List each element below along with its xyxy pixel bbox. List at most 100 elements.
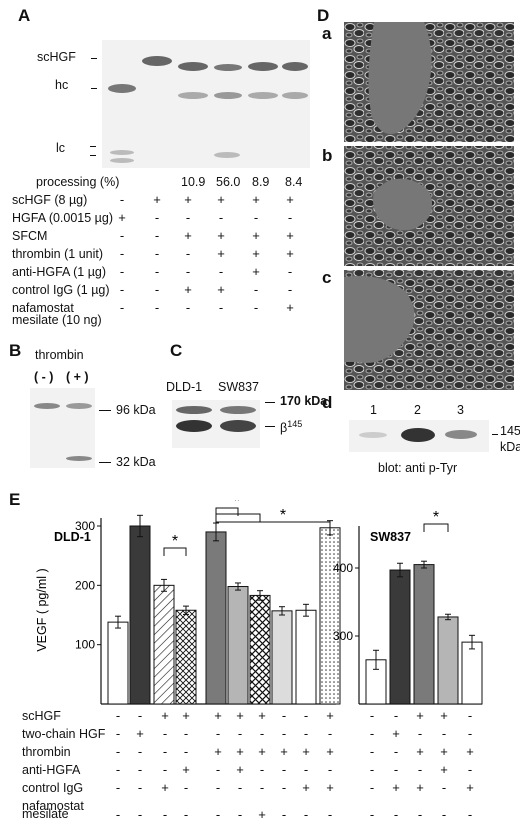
- lane-label: DLD-1: [166, 380, 203, 394]
- treatment-sign: +: [161, 708, 169, 723]
- treatment-sign: -: [215, 780, 221, 795]
- treatment-sign: +: [252, 264, 260, 279]
- bar: [437, 616, 459, 705]
- marker-tick: [91, 58, 97, 59]
- treatment-sign: +: [286, 192, 294, 207]
- y-tick-label: 100: [75, 638, 95, 652]
- gel-band: [110, 158, 134, 163]
- treatment-sign: -: [115, 807, 121, 822]
- marker-label: 170 kDa: [280, 394, 328, 408]
- treatment-sign: -: [119, 300, 125, 315]
- treatment-label: control IgG (1 µg): [12, 283, 110, 297]
- panel-d-sublabel: a: [322, 24, 332, 43]
- treatment-sign: +: [184, 192, 192, 207]
- treatment-sign: -: [162, 807, 168, 822]
- treatment-sign: -: [215, 807, 221, 822]
- treatment-sign: +: [184, 228, 192, 243]
- significance-bracket: [163, 547, 187, 556]
- treatment-sign: -: [154, 228, 160, 243]
- schgf-marker-label: scHGF: [37, 50, 76, 64]
- lane-label: 1: [370, 403, 377, 417]
- treatment-sign: -: [137, 744, 143, 759]
- panel-a-gel: [102, 40, 310, 168]
- treatment-sign: -: [393, 762, 399, 777]
- treatment-sign: -: [154, 282, 160, 297]
- panel-d-label: D: [317, 6, 330, 25]
- treatment-sign: -: [259, 762, 265, 777]
- treatment-sign: -: [237, 780, 243, 795]
- gel-band: [142, 56, 172, 66]
- treatment-sign: +: [236, 762, 244, 777]
- treatment-sign: +: [236, 744, 244, 759]
- treatment-sign: -: [237, 726, 243, 741]
- treatment-sign: -: [467, 762, 473, 777]
- treatment-sign: +: [214, 708, 222, 723]
- treatment-sign: -: [218, 264, 224, 279]
- treatment-sign: -: [281, 708, 287, 723]
- treatment-sign: -: [115, 726, 121, 741]
- treatment-label: two-chain HGF: [22, 727, 106, 741]
- treatment-sign: -: [281, 807, 287, 822]
- significance-star: *: [234, 500, 240, 510]
- marker-tick: [90, 146, 96, 147]
- panel-d-micrographs: [344, 22, 514, 390]
- lane-label: ( + ): [66, 370, 89, 384]
- treatment-sign: -: [183, 780, 189, 795]
- panel-d-blot: [349, 420, 489, 452]
- treatment-sign: -: [119, 282, 125, 297]
- treatment-sign: +: [466, 744, 474, 759]
- treatment-sign: +: [258, 744, 266, 759]
- treatment-sign: +: [258, 807, 266, 822]
- treatment-sign: -: [162, 744, 168, 759]
- treatment-sign: -: [441, 780, 447, 795]
- treatment-sign: -: [115, 708, 121, 723]
- treatment-sign: +: [236, 708, 244, 723]
- dld1-chart: DLD-1 100 200 300 * * *: [54, 500, 341, 705]
- panel-d-sublabel: d: [322, 393, 333, 412]
- treatment-sign: -: [417, 807, 423, 822]
- treatment-sign: +: [217, 228, 225, 243]
- y-tick-label: 200: [75, 578, 95, 592]
- treatment-sign: +: [217, 246, 225, 261]
- processing-value: 8.4: [285, 175, 303, 189]
- treatment-sign: +: [182, 708, 190, 723]
- treatment-sign: -: [119, 192, 125, 207]
- marker-tick: [91, 88, 97, 89]
- treatment-sign: +: [286, 300, 294, 315]
- marker-label: 32 kDa: [116, 455, 156, 469]
- beta-label: β145: [280, 419, 303, 436]
- significance-star: *: [280, 507, 286, 524]
- treatment-sign: -: [369, 780, 375, 795]
- treatment-sign: -: [253, 210, 259, 225]
- treatment-label: nafamostat: [12, 301, 74, 315]
- treatment-sign: -: [369, 762, 375, 777]
- gel-band: [248, 92, 278, 99]
- treatment-sign: -: [287, 264, 293, 279]
- processing-value: 10.9: [181, 175, 206, 189]
- treatment-sign: -: [185, 264, 191, 279]
- treatment-label: nafamostat: [22, 799, 84, 813]
- treatment-sign: -: [183, 807, 189, 822]
- gel-band: [214, 64, 242, 71]
- treatment-sign: -: [218, 300, 224, 315]
- bar: [175, 609, 197, 705]
- significance-star: *: [172, 533, 178, 550]
- treatment-sign: +: [416, 780, 424, 795]
- treatment-sign: +: [258, 708, 266, 723]
- treatment-label: scHGF (8 µg): [12, 193, 88, 207]
- lc-marker-label: lc: [56, 141, 66, 155]
- treatment-sign: -: [183, 744, 189, 759]
- panel-e-charts: VEGF ( pg/ml ) DLD-1 100 200 300 * * * SW837 30…: [35, 500, 483, 705]
- panel-b-title: thrombin: [35, 348, 84, 362]
- blot-band: [445, 430, 477, 439]
- treatment-sign: +: [214, 744, 222, 759]
- blot-band: [66, 403, 92, 409]
- blot-band: [220, 406, 256, 414]
- treatment-label: anti-HGFA: [22, 763, 81, 777]
- panel-c-label: C: [170, 341, 183, 360]
- treatment-sign: -: [417, 726, 423, 741]
- chart-title: DLD-1: [54, 530, 91, 544]
- y-tick-label: 300: [333, 629, 353, 643]
- treatment-sign: -: [215, 726, 221, 741]
- gel-band: [282, 92, 308, 99]
